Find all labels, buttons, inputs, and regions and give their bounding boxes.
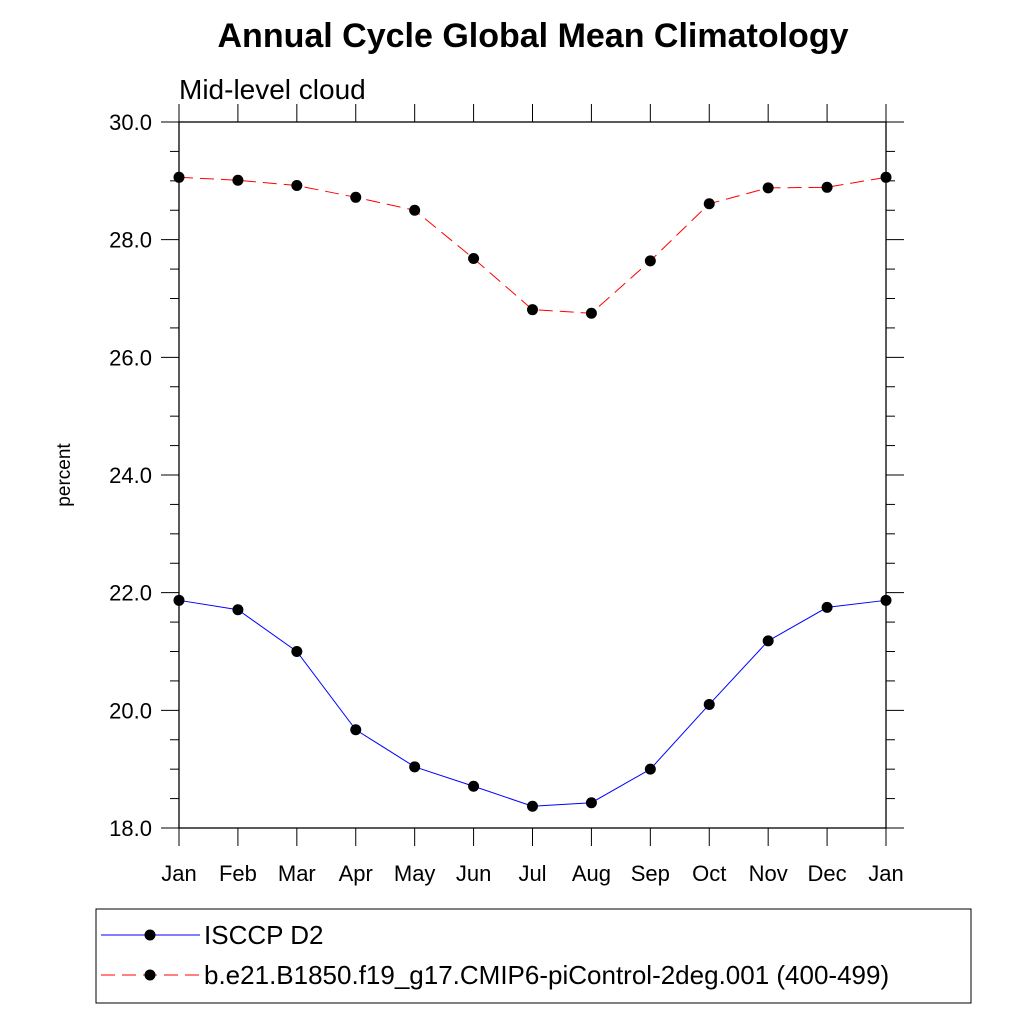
series-0-point <box>173 594 185 606</box>
series-0-point <box>527 800 538 812</box>
series-1-point <box>703 198 715 210</box>
series-1-point <box>232 174 244 186</box>
series-0-point <box>703 698 715 710</box>
series-1-point <box>468 252 480 264</box>
x-tick-label: Jan <box>868 861 903 886</box>
x-tick-label: Dec <box>808 861 847 886</box>
legend-entry-model: b.e21.B1850.f19_g17.CMIP6-piControl-2deg… <box>101 960 889 990</box>
x-tick-label: Oct <box>692 861 726 886</box>
y-tick-label: 20.0 <box>109 698 152 723</box>
x-tick-label: Feb <box>219 861 257 886</box>
y-axis-label: percent <box>54 443 75 507</box>
series-0-point <box>762 635 774 647</box>
legend-label-isccp: ISCCP D2 <box>204 920 323 950</box>
series-line-1 <box>178 176 887 314</box>
series-line-0 <box>178 599 887 807</box>
y-tick-label: 26.0 <box>109 345 152 370</box>
series-0-point <box>585 797 597 809</box>
series-0-point <box>644 763 656 775</box>
legend-label-model: b.e21.B1850.f19_g17.CMIP6-piControl-2deg… <box>204 960 889 990</box>
series-0-point <box>350 724 362 736</box>
series-1-point <box>880 171 892 183</box>
x-tick-label: Apr <box>339 861 373 886</box>
series-0-point <box>291 646 303 657</box>
series-1-point <box>821 181 833 193</box>
plot-frame <box>178 121 887 829</box>
chart-title: Annual Cycle Global Mean Climatology <box>218 17 849 55</box>
x-tick-labels: Jan Feb Mar Apr May Jun Jul Aug Sep Oct Nov Dec Jan <box>161 861 903 886</box>
y-tick-labels: 18.0 20.0 22.0 24.0 26.0 28.0 30.0 <box>109 110 152 841</box>
legend-entry-isccp: ISCCP D2 <box>101 920 323 950</box>
y-tick-label: 30.0 <box>109 110 152 135</box>
x-tick-label: Nov <box>749 861 788 886</box>
x-tick-label: Jun <box>456 861 491 886</box>
legend-box <box>95 908 972 1004</box>
x-tick-label: Sep <box>631 861 670 886</box>
y-tick-label: 18.0 <box>109 816 152 841</box>
series-1-point <box>644 255 656 267</box>
series-1-point <box>350 191 362 203</box>
series-0-point <box>232 604 244 616</box>
y-tick-label: 24.0 <box>109 463 152 488</box>
y-tick-label: 28.0 <box>109 228 152 253</box>
series-0-point <box>880 594 892 606</box>
series-0-point <box>821 601 833 613</box>
series-1-point <box>585 307 597 319</box>
axis-ticks <box>161 104 904 846</box>
legend-marker-isccp <box>144 929 156 941</box>
series-0-point <box>468 780 480 792</box>
x-tick-label: Mar <box>278 861 316 886</box>
x-tick-label: Jan <box>161 861 196 886</box>
series-1-point <box>409 204 421 216</box>
x-tick-label: Aug <box>572 861 611 886</box>
series-1-point <box>173 171 185 183</box>
x-tick-label: May <box>394 861 436 886</box>
series-1-point <box>291 180 303 192</box>
series-0-point <box>409 761 421 773</box>
series-1-point <box>762 182 774 194</box>
chart-subtitle: Mid-level cloud <box>179 74 366 105</box>
y-tick-label: 22.0 <box>109 581 152 606</box>
x-tick-label: Jul <box>518 861 546 886</box>
series-layer <box>173 171 892 812</box>
legend-marker-model <box>144 969 156 981</box>
series-1-point <box>527 304 538 316</box>
